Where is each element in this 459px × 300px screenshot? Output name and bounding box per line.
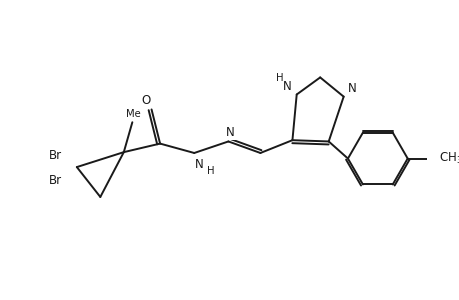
Text: Me: Me xyxy=(126,109,140,119)
Text: CH$_3$: CH$_3$ xyxy=(438,151,459,166)
Text: Br: Br xyxy=(49,174,62,187)
Text: H: H xyxy=(275,73,283,83)
Text: N: N xyxy=(282,80,291,93)
Text: N: N xyxy=(347,82,356,95)
Text: N: N xyxy=(195,158,203,171)
Text: O: O xyxy=(141,94,151,107)
Text: Br: Br xyxy=(49,148,62,162)
Text: N: N xyxy=(226,126,235,139)
Text: H: H xyxy=(206,166,214,176)
